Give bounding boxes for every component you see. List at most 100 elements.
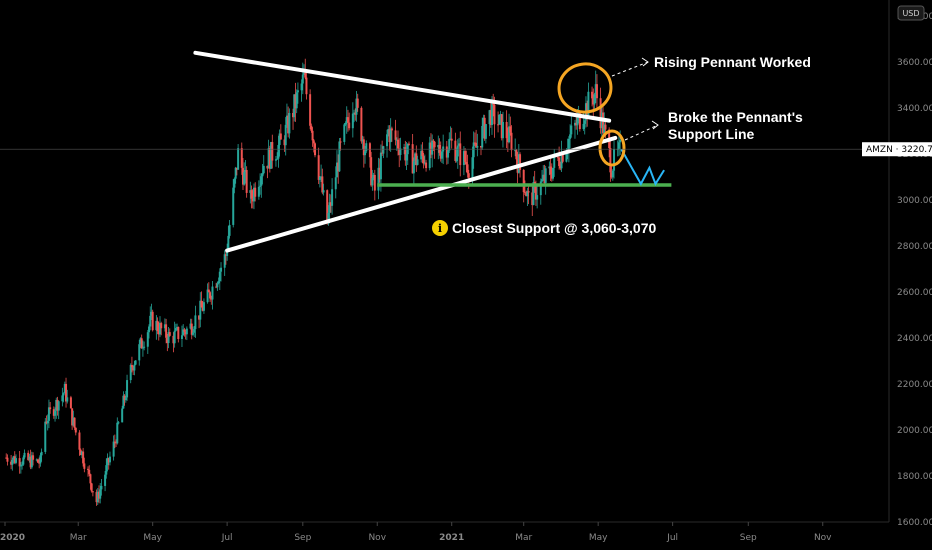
- candle-body: [484, 124, 487, 139]
- candle-body: [38, 462, 41, 464]
- candle-body: [141, 347, 144, 349]
- candle-body: [36, 459, 39, 463]
- candle-body: [482, 117, 485, 126]
- candle-body: [361, 139, 364, 142]
- candle-body: [548, 166, 551, 169]
- candle-body: [501, 121, 504, 139]
- candle-body: [602, 112, 605, 134]
- candle-body: [448, 139, 451, 151]
- candle-body: [382, 146, 385, 154]
- candle-body: [355, 98, 358, 115]
- candle-body: [525, 193, 528, 197]
- candle-body: [261, 173, 264, 177]
- candle-body: [356, 98, 359, 108]
- candle-body: [617, 142, 620, 149]
- y-tick-label: 3400.00: [897, 104, 932, 114]
- candle-body: [329, 202, 332, 206]
- top-highlight-circle: [557, 62, 613, 114]
- candle-body: [411, 144, 414, 174]
- candle-body: [447, 150, 450, 158]
- candle-body: [74, 427, 77, 433]
- candle-body: [397, 139, 400, 149]
- candle-body: [543, 174, 546, 183]
- candle-body: [464, 151, 467, 162]
- candle-body: [594, 84, 597, 95]
- last-price-label: AMZN · 3220.74: [866, 145, 932, 155]
- candle-body: [210, 298, 213, 300]
- candle-body: [40, 451, 43, 456]
- candle-body: [565, 152, 568, 162]
- candle-body: [559, 166, 562, 169]
- candle-body: [353, 112, 356, 114]
- candle-body: [553, 157, 556, 168]
- projected-path-path: [620, 148, 665, 187]
- x-tick-label: 2020: [0, 533, 25, 543]
- candle-body: [259, 185, 262, 187]
- candle-body: [599, 98, 602, 129]
- candle-body: [133, 364, 136, 371]
- candle-body: [57, 401, 60, 411]
- candle-body: [459, 143, 462, 166]
- candle-body: [129, 364, 132, 381]
- candle-body: [22, 457, 25, 465]
- candle-body: [227, 235, 230, 251]
- candle-body: [88, 469, 91, 475]
- candle-body: [138, 344, 141, 361]
- candle-body: [23, 452, 26, 458]
- candle-body: [509, 126, 512, 133]
- candle-body: [72, 417, 75, 426]
- candle-body: [481, 125, 484, 148]
- x-tick-label: Mar: [515, 533, 532, 543]
- candle-body: [475, 142, 478, 148]
- candle-body: [420, 150, 423, 160]
- candle-body: [455, 156, 458, 161]
- candle-body: [490, 101, 493, 125]
- candle-body: [149, 315, 152, 327]
- candle-body: [79, 449, 82, 456]
- candle-body: [578, 112, 581, 130]
- candle-body: [65, 383, 68, 402]
- candle-body: [368, 143, 371, 158]
- candle-body: [576, 116, 579, 126]
- annotation-text: Broke the Pennant's: [668, 109, 803, 125]
- candle-body: [301, 74, 304, 84]
- candle-body: [123, 395, 126, 401]
- candle-body: [121, 408, 124, 423]
- candle-body: [549, 166, 552, 175]
- candle-body: [199, 300, 202, 320]
- candle-body: [11, 459, 14, 465]
- x-tick-label: May: [589, 533, 608, 543]
- candle-body: [49, 407, 52, 410]
- candle-body: [433, 141, 436, 148]
- candle-body: [365, 143, 368, 152]
- annotation-arrow-2: [624, 124, 659, 141]
- candle-body: [32, 455, 35, 460]
- candle-body: [71, 408, 74, 426]
- y-tick-label: 2200.00: [897, 380, 932, 390]
- candle-body: [86, 468, 89, 470]
- candle-body: [107, 458, 110, 463]
- candle-body: [218, 271, 221, 282]
- candle-body: [223, 254, 226, 268]
- candle-body: [283, 139, 286, 146]
- candle-body: [422, 156, 425, 164]
- candle-body: [237, 148, 240, 170]
- candle-body: [517, 154, 520, 173]
- candle-body: [66, 397, 69, 402]
- candle-body: [533, 182, 536, 184]
- candle-body: [473, 142, 476, 144]
- candle-body: [429, 142, 432, 155]
- info-icon-glyph: i: [438, 222, 442, 235]
- candle-body: [437, 145, 440, 148]
- candle-body: [73, 417, 76, 428]
- candle-body: [21, 464, 24, 466]
- candle-body: [331, 189, 334, 206]
- candle-body: [445, 146, 448, 158]
- annotation-arrow-1: [611, 61, 649, 77]
- currency-badge: [897, 5, 925, 21]
- candle-body: [47, 407, 50, 421]
- candle-body: [30, 455, 33, 468]
- candle-body: [592, 98, 595, 105]
- y-tick-label: 2000.00: [897, 426, 932, 436]
